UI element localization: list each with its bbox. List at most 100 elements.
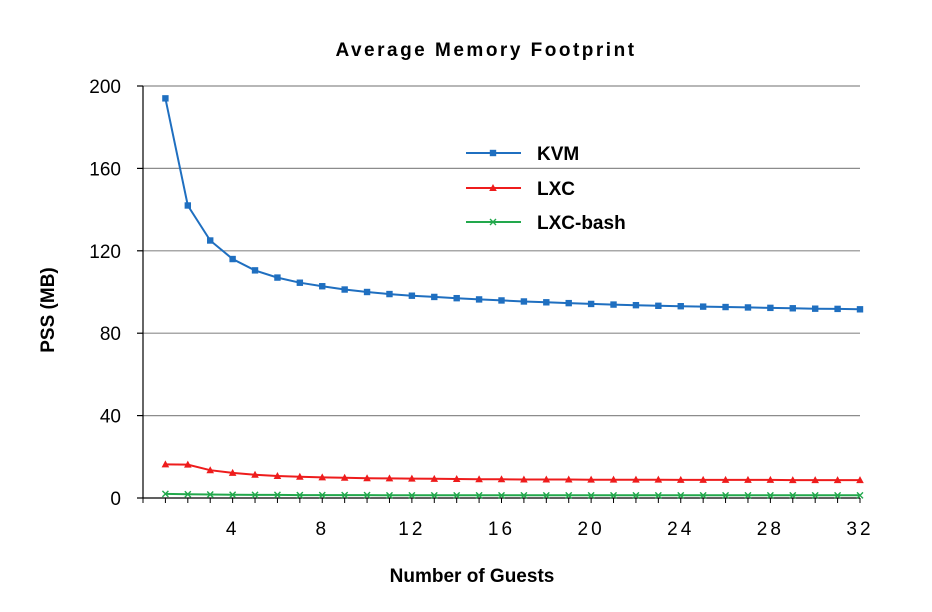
data-point-lxc-bash-11 <box>385 491 393 499</box>
data-point-lxc-bash-16 <box>498 491 505 499</box>
data-point-lxc-30 <box>811 476 819 484</box>
data-point-lxc-bash-24 <box>677 491 685 499</box>
data-point-kvm-12 <box>408 292 416 299</box>
data-point-kvm-20 <box>587 300 595 308</box>
y-tick-label-40: 40 <box>100 407 121 428</box>
data-point-kvm-28 <box>767 304 774 312</box>
x-tick-label-12: 12 <box>398 519 425 540</box>
legend: KVM LXC LXC-bash <box>466 144 626 234</box>
data-point-lxc-20 <box>587 475 595 483</box>
x-tick-label-4: 4 <box>226 519 240 540</box>
data-point-lxc-bash-5 <box>251 491 259 499</box>
data-point-kvm-3 <box>207 237 214 244</box>
data-point-lxc-bash-12 <box>408 491 416 499</box>
data-point-lxc-bash-8 <box>318 491 326 499</box>
y-tick-label-80: 80 <box>100 324 121 345</box>
data-point-lxc-bash-3 <box>206 491 214 498</box>
data-point-lxc-bash-20 <box>587 491 595 499</box>
data-point-kvm-30 <box>811 305 819 312</box>
data-point-lxc-bash-23 <box>654 491 662 499</box>
data-point-lxc-27 <box>744 475 752 483</box>
data-point-kvm-26 <box>722 303 729 311</box>
data-point-kvm-18 <box>543 299 550 306</box>
data-point-lxc-bash-7 <box>296 491 304 499</box>
data-point-lxc-23 <box>654 475 663 483</box>
data-point-lxc-bash-22 <box>632 491 640 499</box>
data-point-kvm-11 <box>386 290 393 298</box>
data-point-lxc-bash-26 <box>722 491 730 499</box>
data-point-lxc-bash-19 <box>565 491 573 499</box>
data-point-lxc-9 <box>340 473 349 481</box>
x-tick-labels: 4 8 12 16 20 24 28 32 <box>226 519 873 540</box>
data-point-kvm-4 <box>229 255 236 263</box>
data-point-lxc-12 <box>408 474 416 482</box>
legend-label-lxc: LXC <box>537 179 575 200</box>
data-point-lxc-bash-29 <box>789 491 797 499</box>
data-point-lxc-5 <box>251 470 259 478</box>
x-tick-label-28: 28 <box>757 519 784 540</box>
data-point-lxc-3 <box>206 466 215 474</box>
data-point-kvm-1 <box>162 95 169 102</box>
data-point-lxc-bash-14 <box>453 491 461 499</box>
data-point-kvm-16 <box>498 297 505 304</box>
series-line-lxc <box>165 463 860 482</box>
data-point-kvm-17 <box>520 298 528 305</box>
data-point-kvm-29 <box>789 305 796 312</box>
data-point-kvm-10 <box>363 288 371 296</box>
data-point-kvm-5 <box>251 267 259 274</box>
data-point-lxc-16 <box>497 475 506 483</box>
data-point-kvm-24 <box>677 303 684 310</box>
legend-marker-lxc-bash <box>489 218 497 226</box>
data-point-lxc-25 <box>699 475 707 483</box>
data-point-lxc-bash-15 <box>475 491 483 499</box>
data-point-lxc-4 <box>228 468 237 476</box>
data-point-lxc-18 <box>542 475 551 483</box>
data-point-kvm-7 <box>296 279 304 286</box>
legend-marker-kvm <box>489 149 497 157</box>
data-point-lxc-6 <box>273 471 282 479</box>
legend-marker-lxc <box>489 184 497 191</box>
data-point-lxc-bash-32 <box>856 491 864 499</box>
data-point-lxc-7 <box>296 472 304 480</box>
data-point-lxc-22 <box>632 475 640 483</box>
data-point-lxc-10 <box>363 474 371 482</box>
x-tick-label-8: 8 <box>315 519 329 540</box>
series-line-lxc-bash <box>165 492 860 497</box>
data-point-lxc-26 <box>721 475 730 483</box>
y-tick-label-120: 120 <box>89 242 121 263</box>
data-point-lxc-bash-6 <box>273 491 281 499</box>
x-tick-label-24: 24 <box>667 519 694 540</box>
data-point-lxc-bash-13 <box>430 491 438 499</box>
data-point-lxc-bash-27 <box>744 491 752 499</box>
data-point-lxc-17 <box>520 475 528 483</box>
data-point-kvm-27 <box>744 304 752 311</box>
data-point-lxc-bash-17 <box>520 491 528 499</box>
data-point-lxc-19 <box>564 475 573 483</box>
data-point-lxc-bash-4 <box>229 491 237 499</box>
data-point-kvm-15 <box>475 296 483 303</box>
data-point-lxc-1 <box>161 460 170 468</box>
data-point-kvm-22 <box>632 301 640 309</box>
y-tick-label-0: 0 <box>110 489 121 510</box>
data-point-kvm-25 <box>699 303 707 310</box>
data-point-lxc-bash-9 <box>341 491 349 499</box>
x-axis-label: Number of Guests <box>390 566 555 587</box>
data-point-kvm-32 <box>856 306 864 313</box>
data-point-kvm-21 <box>610 301 617 308</box>
data-point-lxc-21 <box>609 475 618 483</box>
data-point-kvm-19 <box>565 299 572 307</box>
data-point-lxc-32 <box>856 476 864 484</box>
series-lxc <box>161 460 864 484</box>
y-tick-label-200: 200 <box>89 77 121 98</box>
data-point-lxc-bash-28 <box>766 491 774 499</box>
data-point-kvm-23 <box>655 302 662 310</box>
data-point-lxc-14 <box>452 475 461 483</box>
data-point-lxc-bash-1 <box>161 490 169 498</box>
x-tick-label-32: 32 <box>846 519 873 540</box>
x-tick-label-16: 16 <box>488 519 515 540</box>
data-point-lxc-2 <box>184 460 192 468</box>
data-point-kvm-31 <box>834 305 841 313</box>
data-point-lxc-bash-25 <box>699 491 707 499</box>
data-point-lxc-bash-2 <box>184 490 192 498</box>
